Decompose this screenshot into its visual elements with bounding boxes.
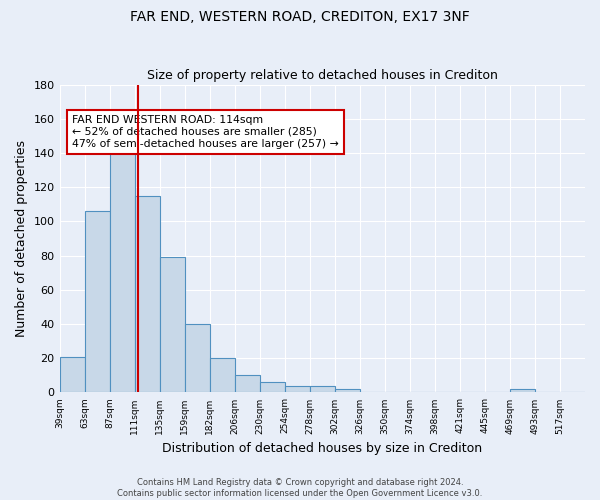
- Bar: [209, 358, 235, 392]
- Text: Contains HM Land Registry data © Crown copyright and database right 2024.
Contai: Contains HM Land Registry data © Crown c…: [118, 478, 482, 498]
- Bar: [59, 356, 85, 392]
- Bar: [185, 324, 209, 392]
- Bar: [134, 196, 160, 392]
- Text: FAR END, WESTERN ROAD, CREDITON, EX17 3NF: FAR END, WESTERN ROAD, CREDITON, EX17 3N…: [130, 10, 470, 24]
- Bar: [285, 386, 310, 392]
- Y-axis label: Number of detached properties: Number of detached properties: [15, 140, 28, 337]
- Bar: [335, 389, 360, 392]
- Bar: [510, 389, 535, 392]
- Bar: [235, 376, 260, 392]
- Title: Size of property relative to detached houses in Crediton: Size of property relative to detached ho…: [147, 69, 498, 82]
- Bar: [110, 141, 134, 393]
- Bar: [260, 382, 285, 392]
- X-axis label: Distribution of detached houses by size in Crediton: Distribution of detached houses by size …: [162, 442, 482, 455]
- Bar: [310, 386, 335, 392]
- Bar: [85, 211, 110, 392]
- Text: FAR END WESTERN ROAD: 114sqm
← 52% of detached houses are smaller (285)
47% of s: FAR END WESTERN ROAD: 114sqm ← 52% of de…: [72, 116, 339, 148]
- Bar: [160, 258, 185, 392]
